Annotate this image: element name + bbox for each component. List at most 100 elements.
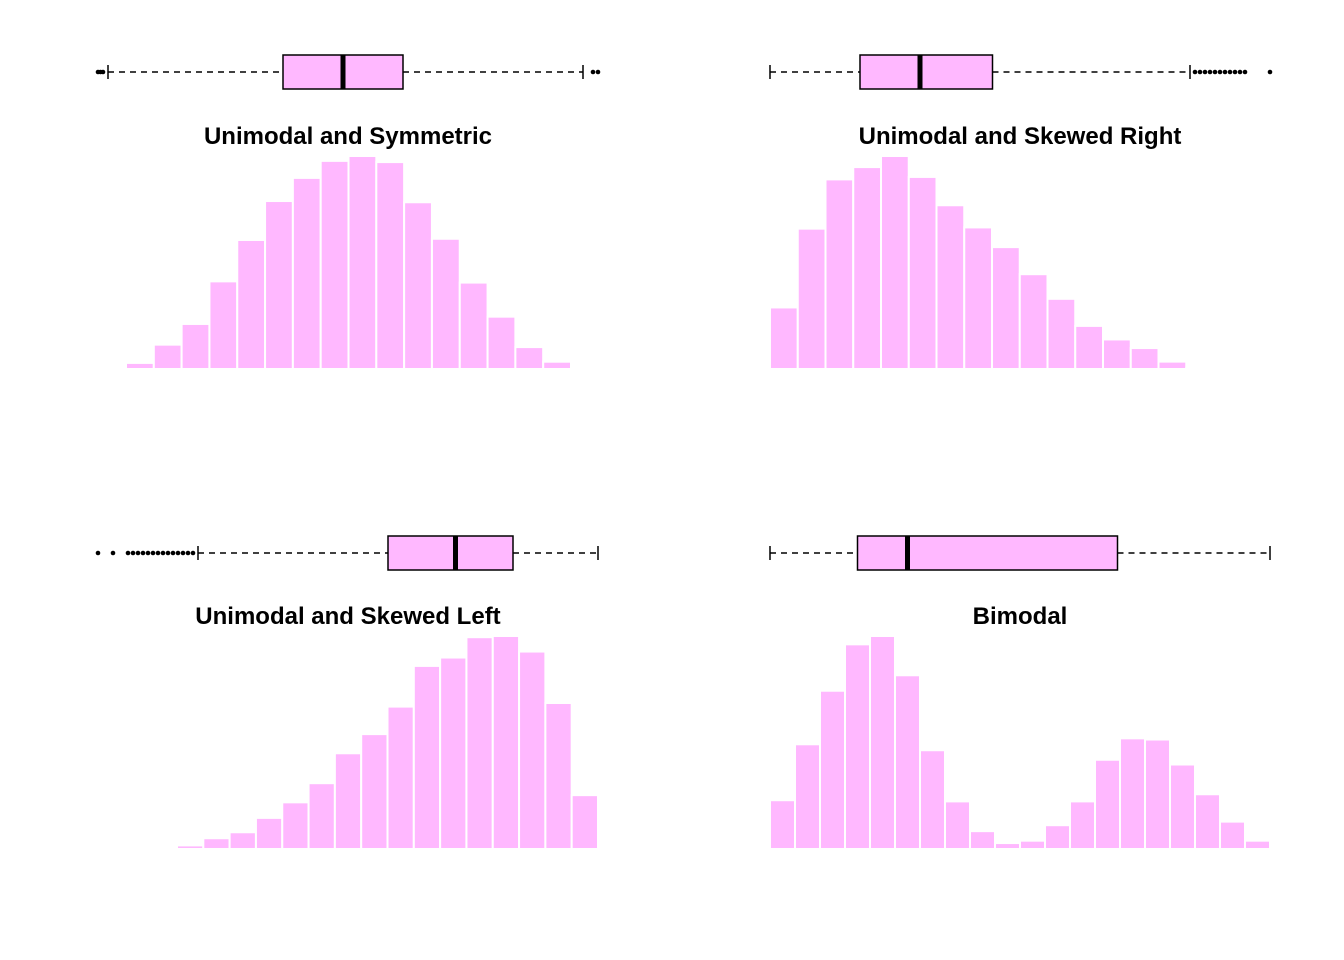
histogram-bar	[333, 752, 363, 850]
histogram-bar	[969, 830, 996, 850]
boxplot-symmetric	[95, 54, 601, 90]
histogram-bar	[1157, 360, 1188, 371]
outlier-point	[160, 550, 166, 556]
histogram-bar	[994, 842, 1021, 851]
outlier-point	[1197, 69, 1203, 75]
histogram-bar	[360, 733, 389, 850]
outlier-point	[1267, 69, 1273, 75]
histogram-bar	[403, 201, 433, 370]
histogram-bar	[1018, 273, 1049, 370]
outlier-point	[100, 69, 106, 75]
outlier-point	[590, 69, 596, 75]
histogram-bar	[852, 166, 882, 370]
outlier-point	[1192, 69, 1198, 75]
chart-title-bimodal: Bimodal	[973, 603, 1068, 630]
histogram-bar	[1094, 758, 1121, 851]
outlier-point	[165, 550, 171, 556]
outlier-point	[1207, 69, 1213, 75]
histogram-bar	[1244, 839, 1271, 851]
histogram-bar	[1074, 324, 1104, 370]
histogram-bar	[264, 200, 294, 370]
histogram-bar	[254, 816, 284, 850]
histogram-bar	[1019, 839, 1046, 851]
outlier-point	[150, 550, 156, 556]
chart-title-symmetric: Unimodal and Symmetric	[204, 123, 492, 150]
chart-title-skewed-right: Unimodal and Skewed Right	[859, 123, 1182, 150]
histogram-bar	[319, 159, 350, 370]
outlier-point	[110, 550, 116, 556]
histogram-bar	[880, 155, 910, 370]
outlier-point	[135, 550, 141, 556]
outlier-point	[595, 69, 601, 75]
histogram-bar	[1194, 793, 1221, 851]
histogram-bar	[544, 702, 573, 850]
histogram-bar	[1185, 366, 1215, 371]
histogram-bar	[794, 743, 821, 850]
histogram-bar	[1119, 737, 1146, 851]
histogram-bar	[944, 800, 971, 850]
iqr-box	[859, 54, 994, 90]
boxplot-skewed-right	[769, 54, 1273, 90]
histogram-bar	[819, 689, 846, 850]
histogram-bar	[228, 831, 257, 851]
boxplot-bimodal	[769, 535, 1271, 571]
histogram-bar	[1169, 763, 1196, 851]
histogram-bar	[1219, 820, 1246, 851]
histogram-skewed-right	[769, 155, 1215, 371]
histogram-bar	[180, 322, 211, 371]
panel-bimodal: Bimodal	[769, 535, 1271, 851]
histogram-bar	[514, 346, 545, 371]
histogram-bar	[869, 635, 896, 850]
boxplot-skewed-left	[95, 535, 599, 571]
histogram-bar	[1144, 738, 1171, 851]
outlier-point	[170, 550, 176, 556]
outlier-point	[145, 550, 151, 556]
histogram-bar	[769, 306, 799, 370]
histogram-bar	[486, 315, 517, 371]
outlier-point	[1202, 69, 1208, 75]
outlier-point	[1227, 69, 1233, 75]
panel-skewed-right: Unimodal and Skewed Right	[769, 54, 1273, 371]
iqr-box	[856, 535, 1119, 571]
histogram-bar	[152, 343, 183, 370]
histogram-bar	[542, 360, 572, 371]
histogram-bar	[1102, 338, 1132, 370]
histogram-bar	[176, 844, 205, 850]
histogram-bar	[202, 837, 231, 851]
histogram-bar	[769, 799, 796, 850]
histogram-bar	[963, 226, 993, 370]
histogram-bar	[1069, 800, 1096, 850]
histogram-bar	[894, 674, 921, 850]
outlier-point	[185, 550, 191, 556]
outlier-point	[155, 550, 161, 556]
histogram-bar	[465, 636, 494, 851]
outlier-point	[190, 550, 196, 556]
outlier-point	[95, 550, 101, 556]
outlier-point	[1212, 69, 1218, 75]
histogram-bar	[1046, 297, 1077, 370]
histogram-bar	[307, 782, 336, 850]
outlier-point	[1217, 69, 1223, 75]
histogram-bar	[570, 794, 599, 850]
histogram-bar	[412, 664, 442, 850]
outlier-point	[140, 550, 146, 556]
histogram-bar	[281, 801, 310, 851]
histogram-bar	[125, 361, 155, 370]
outlier-point	[1237, 69, 1243, 75]
histogram-symmetric	[125, 155, 572, 371]
histogram-bar	[796, 227, 827, 370]
histogram-bar	[919, 749, 946, 850]
histogram-bar	[1044, 824, 1071, 850]
panel-symmetric: Unimodal and Symmetric	[95, 54, 601, 371]
histogram-bar	[375, 161, 406, 370]
histogram-bar	[824, 178, 855, 370]
histogram-bar	[347, 155, 378, 370]
iqr-box	[387, 535, 514, 571]
histogram-bar	[991, 246, 1021, 371]
histogram-bar	[844, 643, 871, 850]
histogram-bar	[439, 656, 468, 850]
histogram-bar	[291, 176, 322, 370]
histogram-bar	[518, 650, 547, 850]
panel-skewed-left: Unimodal and Skewed Left	[95, 535, 599, 851]
